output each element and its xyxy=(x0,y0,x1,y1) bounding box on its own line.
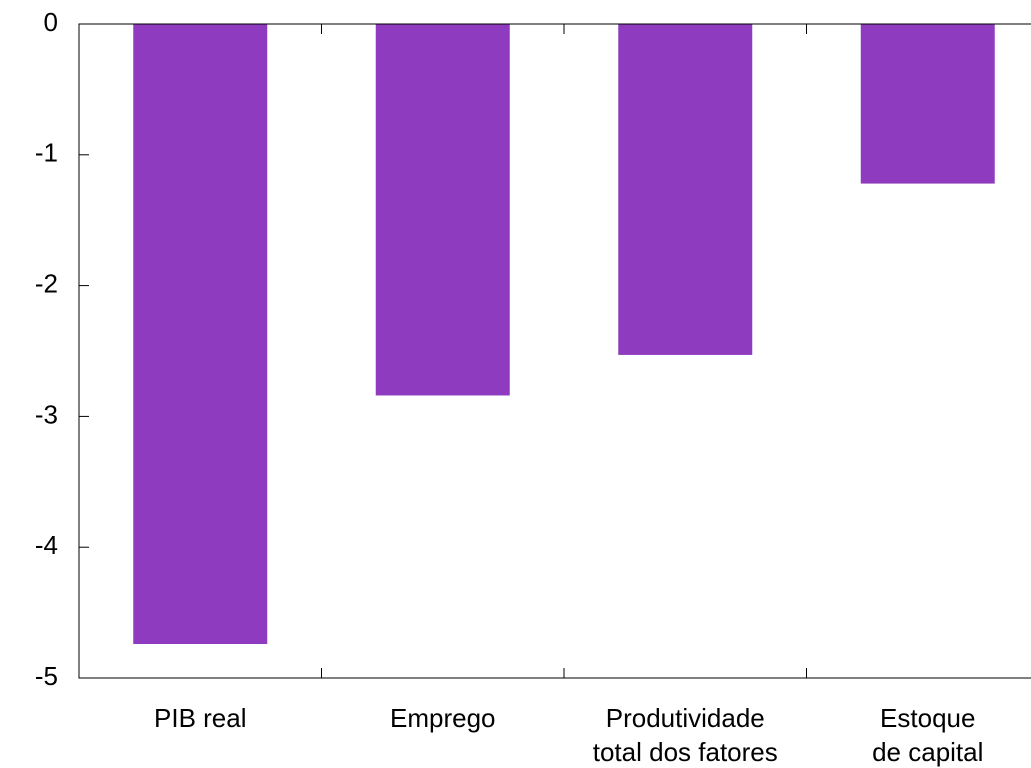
y-tick-label: -1 xyxy=(35,138,58,168)
plot-frame xyxy=(78,23,1031,679)
y-tick-label: -2 xyxy=(35,268,58,298)
x-tick-label: Estoque de capital xyxy=(872,703,984,767)
bar xyxy=(133,24,268,644)
x-tick-label: Produtividade total dos fatores xyxy=(592,703,778,767)
x-tick-label: Emprego xyxy=(390,703,496,733)
y-tick-label: 0 xyxy=(44,7,58,37)
bar xyxy=(860,24,995,184)
y-tick-label: -5 xyxy=(35,661,58,691)
bar xyxy=(375,24,510,396)
x-tick-label: PIB real xyxy=(154,703,247,733)
y-tick-label: -3 xyxy=(35,399,58,429)
bar xyxy=(618,24,753,355)
y-tick-label: -4 xyxy=(35,530,58,560)
